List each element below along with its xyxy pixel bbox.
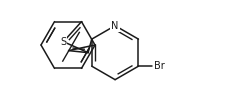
Text: N: N [111, 21, 119, 31]
Text: Br: Br [154, 61, 165, 71]
Text: S: S [60, 37, 66, 47]
